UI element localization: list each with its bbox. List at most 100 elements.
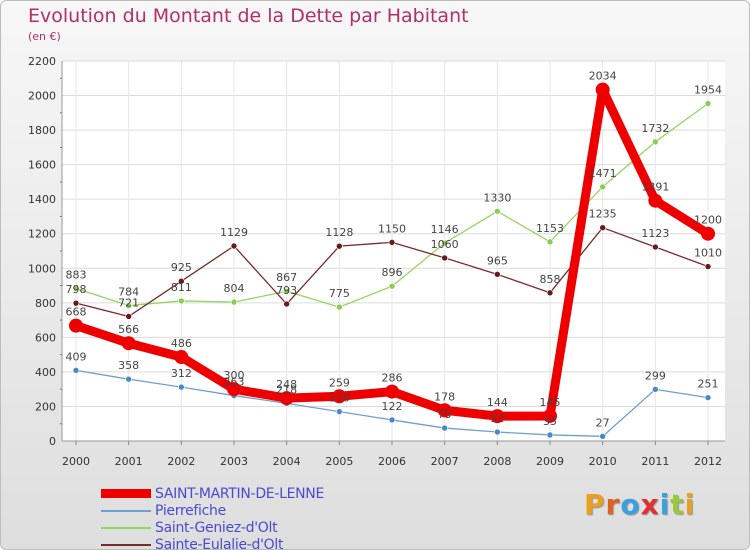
data-label: 896 [382,266,403,279]
data-label: 145 [540,396,561,409]
y-tick-label: 400 [35,366,56,379]
data-point [230,298,238,306]
data-label: 1391 [641,181,669,194]
data-point [125,313,132,320]
data-label: 784 [118,286,139,299]
x-tick-label: 2002 [167,455,195,468]
data-point [174,350,189,365]
data-label: 27 [596,416,610,429]
legend-swatch [101,509,151,512]
data-point [546,289,554,297]
data-label: 804 [224,282,245,295]
y-tick-label: 1200 [28,228,56,241]
logo-letter: t [670,488,685,521]
data-point [121,336,136,351]
data-label: 1200 [694,214,722,227]
data-label: 218 [276,383,297,396]
data-point [701,226,715,241]
legend-item: Sainte-Eulalie-d'Olt [101,536,324,549]
data-point [441,424,448,432]
x-tick-label: 2008 [483,455,511,468]
data-label: 178 [434,390,455,403]
data-label: 566 [118,323,139,336]
data-point [595,82,610,97]
x-tick-label: 2009 [536,455,564,468]
legend-item: Pierrefiche [101,502,324,519]
data-point [279,391,294,406]
data-point [388,239,396,246]
data-point [125,302,132,309]
data-label: 721 [118,296,139,309]
data-point [72,367,80,374]
data-label: 1471 [589,167,617,180]
data-point [388,282,396,290]
data-point [72,285,80,292]
data-point [283,300,290,308]
x-tick-label: 2001 [115,455,143,468]
data-point [69,318,83,333]
data-point [494,271,501,278]
data-label: 858 [540,273,561,286]
data-label: 1330 [483,191,511,204]
data-point [494,428,501,436]
data-point [283,287,290,295]
legend-item: SAINT-MARTIN-DE-LENNE [101,485,324,502]
x-tick-label: 2012 [694,455,722,468]
chart-subtitle: (en €) [28,30,61,43]
data-point [178,297,185,305]
y-tick-label: 1000 [28,262,56,275]
logo-letter: i [659,488,671,521]
logo-letter: P [584,488,606,521]
data-label: 248 [276,378,297,391]
data-point [599,224,606,231]
data-point [648,193,663,208]
legend-swatch [101,543,151,546]
data-label: 312 [171,367,192,380]
data-point [704,100,712,107]
data-label: 122 [382,400,403,413]
chart-legend: SAINT-MARTIN-DE-LENNE Pierrefiche Saint-Ge… [101,485,324,549]
data-label: 1010 [694,247,722,260]
data-label: 170 [329,392,350,405]
x-tick-label: 2011 [641,455,669,468]
data-label: 259 [329,376,350,389]
y-tick-label: 2000 [28,90,56,103]
logo-letter: r [605,488,621,521]
logo-letter: i [684,488,696,521]
legend-label: Saint-Geniez-d'Olt [155,519,278,536]
data-point [227,382,241,397]
data-label: 1235 [589,208,617,221]
data-point [704,263,712,270]
data-point [704,394,712,401]
data-label: 486 [171,337,192,350]
data-point [599,183,606,191]
data-point [336,303,343,311]
legend-label: SAINT-MARTIN-DE-LENNE [155,485,325,502]
x-tick-label: 2005 [325,455,353,468]
data-label: 409 [66,350,87,363]
data-point [546,431,554,439]
data-point [652,138,659,146]
proxiti-logo: Proxiti [584,488,695,521]
x-tick-label: 2003 [220,455,248,468]
data-point [125,375,132,383]
data-point [599,433,606,440]
data-point [332,389,347,404]
data-point [178,277,185,285]
data-point [336,242,343,250]
y-tick-label: 200 [35,400,56,413]
y-tick-label: 800 [35,297,56,310]
data-label: 52 [490,412,504,425]
logo-letter: o [620,488,641,521]
y-tick-label: 600 [35,331,56,344]
data-point [385,384,399,399]
data-label: 668 [66,306,87,319]
logo-letter: x [640,488,660,521]
legend-label: Pierrefiche [155,502,226,519]
data-label: 775 [329,287,350,300]
data-label: 883 [66,268,87,281]
data-label: 263 [224,376,245,389]
data-label: 1128 [325,226,353,239]
data-label: 144 [487,396,508,409]
